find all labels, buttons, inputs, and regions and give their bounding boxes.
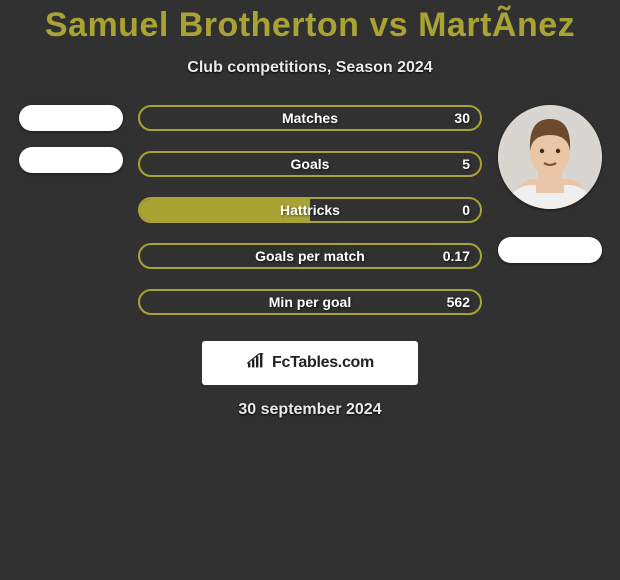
player-right-column xyxy=(492,105,607,263)
stat-bar: Goals 5 xyxy=(138,151,482,177)
page-date: 30 september 2024 xyxy=(0,401,620,419)
player-left-column xyxy=(13,105,128,209)
page-title: Samuel Brotherton vs MartÃ­nez xyxy=(0,6,620,45)
stat-bar: Min per goal 562 xyxy=(138,289,482,315)
brand-box[interactable]: FcTables.com xyxy=(202,341,418,385)
stat-bar-label: Goals xyxy=(291,153,330,175)
stat-bar-value-right: 0 xyxy=(462,199,470,221)
stat-bar-label: Goals per match xyxy=(255,245,365,267)
comparison-card: Samuel Brotherton vs MartÃ­nez Club comp… xyxy=(0,0,620,580)
stat-bar-label: Hattricks xyxy=(280,199,340,221)
brand-text: FcTables.com xyxy=(272,354,374,372)
stat-bars: Matches 30 Goals 5 Hattricks 0 Goals per match… xyxy=(138,105,482,315)
stat-bar-value-right: 562 xyxy=(447,291,470,313)
stat-bar-value-right: 0.17 xyxy=(443,245,470,267)
stat-bar: Matches 30 xyxy=(138,105,482,131)
player-left-pill-2 xyxy=(19,147,123,173)
stat-bar: Hattricks 0 xyxy=(138,197,482,223)
stats-area: Matches 30 Goals 5 Hattricks 0 Goals per match… xyxy=(0,105,620,315)
stat-bar-label: Matches xyxy=(282,107,338,129)
page-subtitle: Club competitions, Season 2024 xyxy=(0,59,620,77)
player-right-avatar xyxy=(498,105,602,209)
stat-bar-value-right: 30 xyxy=(454,107,470,129)
player-right-pill xyxy=(498,237,602,263)
brand-chart-icon xyxy=(246,353,266,374)
stat-bar-label: Min per goal xyxy=(269,291,351,313)
stat-bar-value-right: 5 xyxy=(462,153,470,175)
player-left-pill-1 xyxy=(19,105,123,131)
stat-bar: Goals per match 0.17 xyxy=(138,243,482,269)
